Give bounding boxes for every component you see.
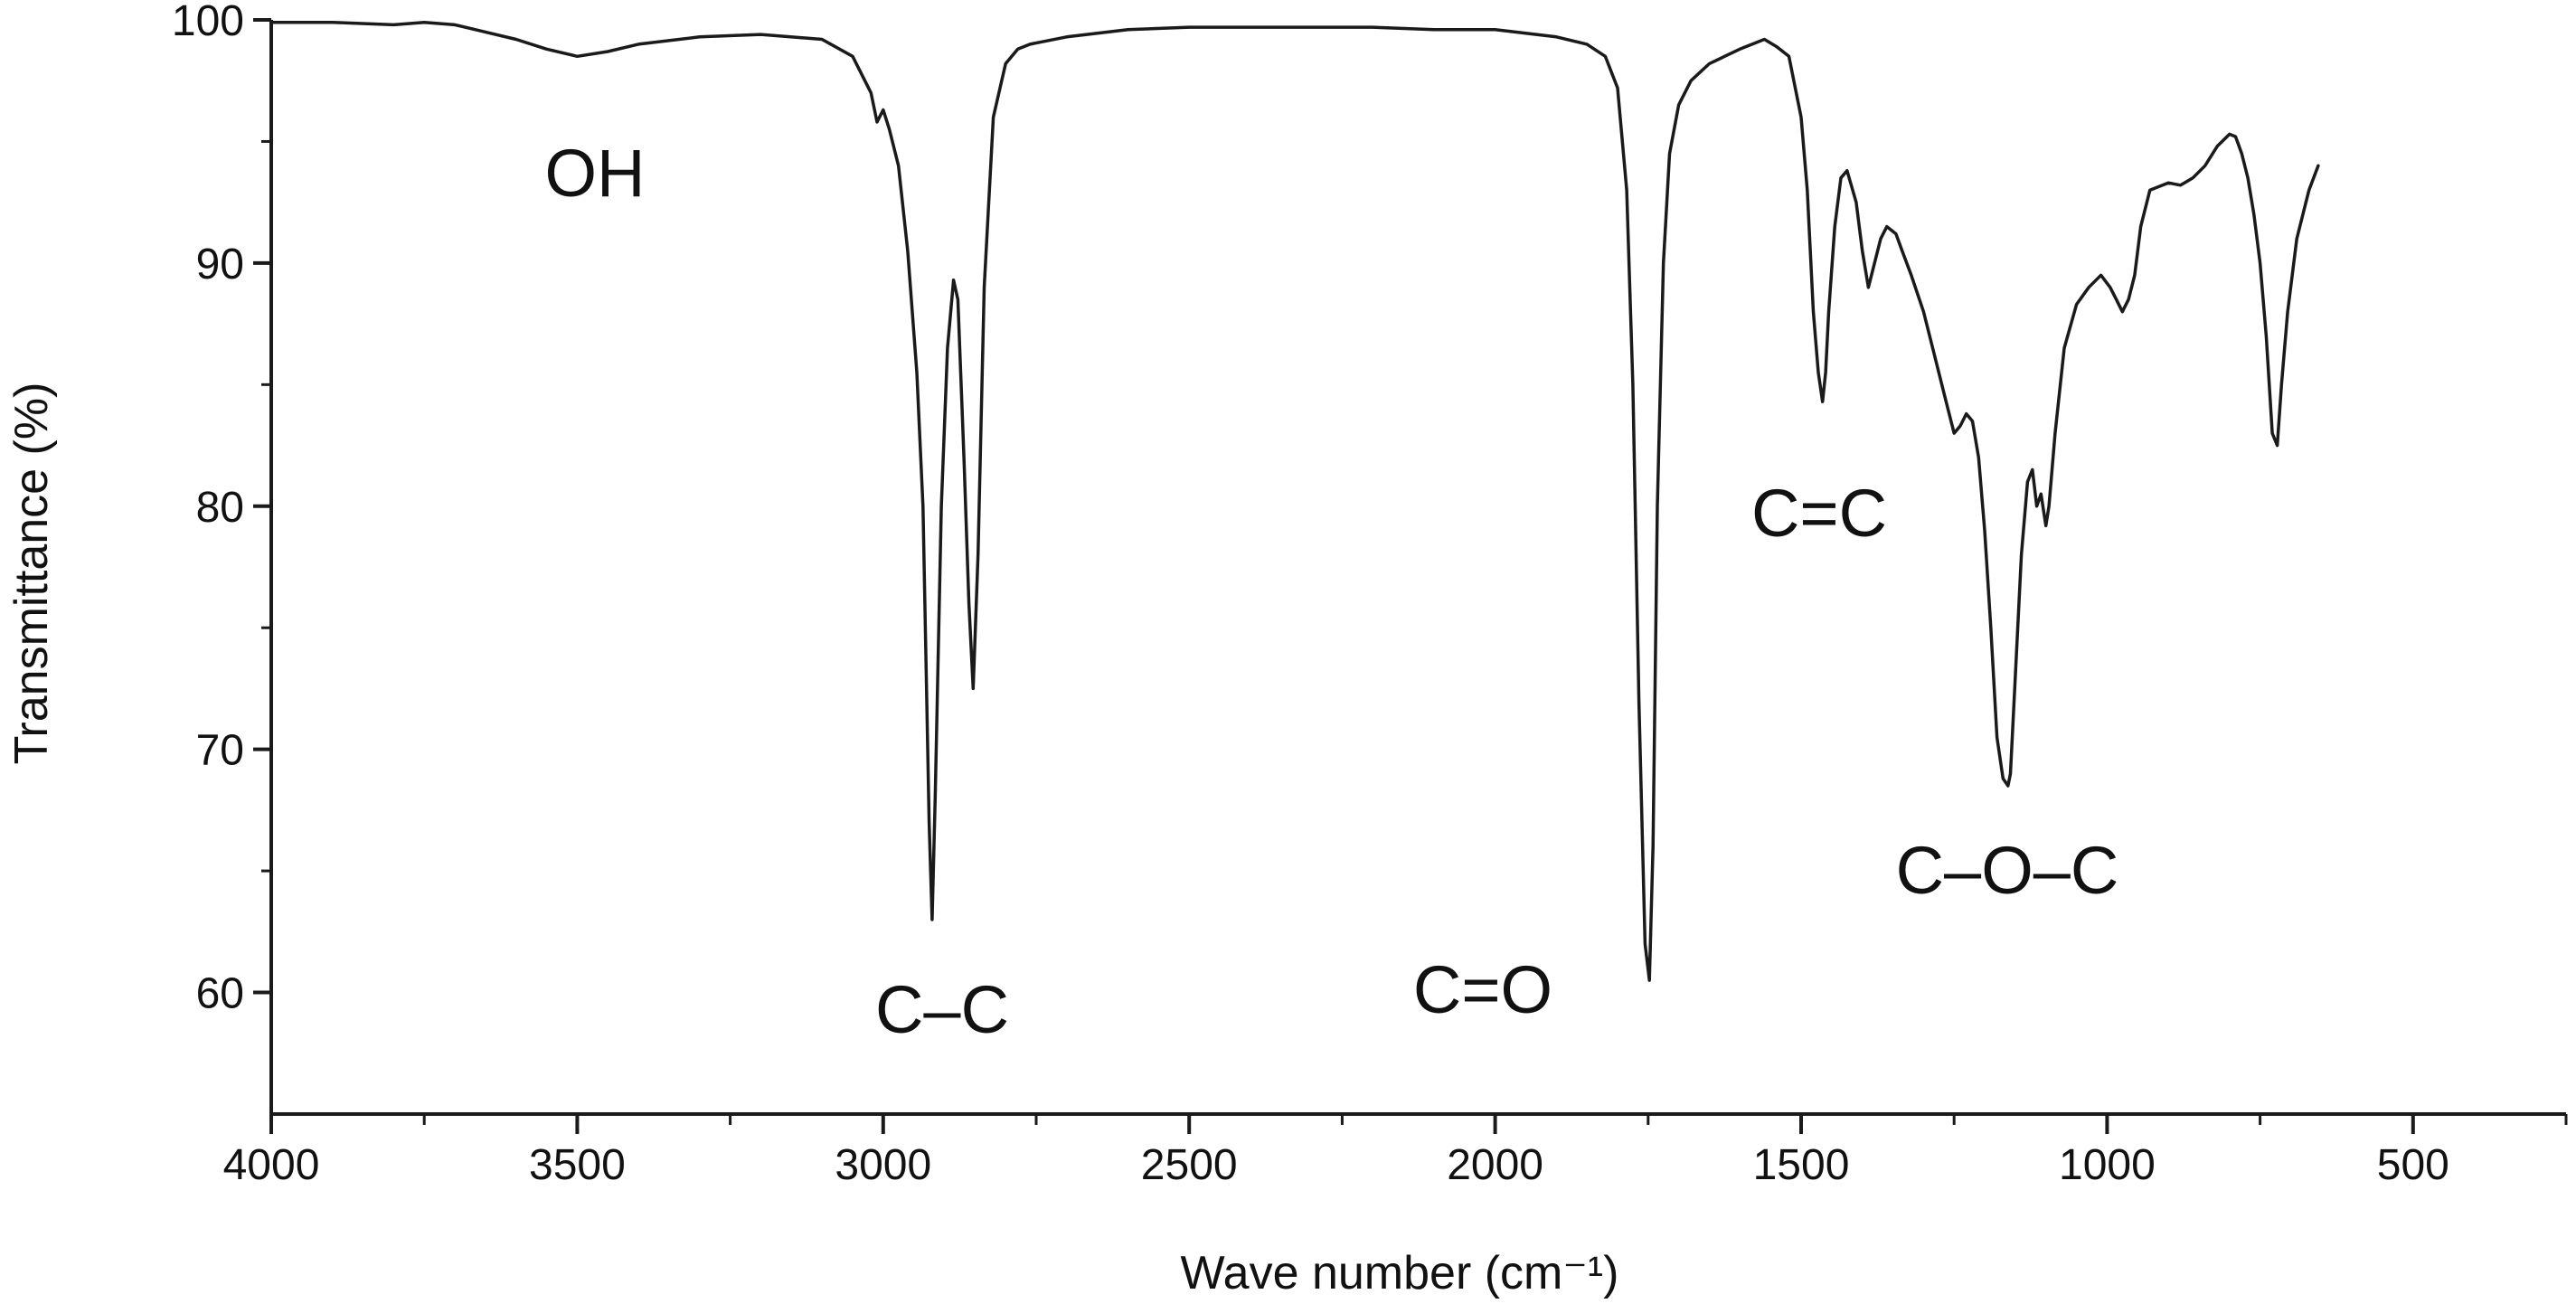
annotation-c-double-c: C=C xyxy=(1751,476,1887,551)
y-tick-label: 60 xyxy=(196,970,244,1018)
y-tick-label: 80 xyxy=(196,484,244,532)
y-axis: 60 70 80 90 100 xyxy=(172,0,271,1018)
x-axis-title: Wave number (cm⁻¹) xyxy=(1181,1247,1619,1299)
annotation-c-c: C–C xyxy=(875,972,1009,1047)
x-tick-label: 4000 xyxy=(223,1141,320,1189)
y-tick-label: 100 xyxy=(172,0,244,45)
x-axis: 4000 3500 3000 2500 2000 1500 1000 500 xyxy=(223,1114,2568,1189)
plot-area xyxy=(269,20,2566,1116)
x-tick-label: 1500 xyxy=(1753,1141,1850,1189)
annotation-oh: OH xyxy=(545,136,646,211)
annotation-c-double-o: C=O xyxy=(1413,952,1552,1027)
x-tick-label: 3500 xyxy=(529,1141,626,1189)
series-line-0 xyxy=(269,20,2320,982)
x-tick-label: 500 xyxy=(2377,1141,2449,1189)
y-axis-title: Transmittance (%) xyxy=(5,383,58,765)
x-tick-label: 2000 xyxy=(1447,1141,1543,1189)
x-tick-label: 1000 xyxy=(2059,1141,2156,1189)
y-tick-label: 90 xyxy=(196,241,244,288)
annotation-c-o-c: C–O–C xyxy=(1896,833,2119,908)
series-layer xyxy=(269,20,2320,982)
x-tick-label: 2500 xyxy=(1141,1141,1238,1189)
y-tick-label: 70 xyxy=(196,727,244,775)
x-tick-label: 3000 xyxy=(835,1141,931,1189)
